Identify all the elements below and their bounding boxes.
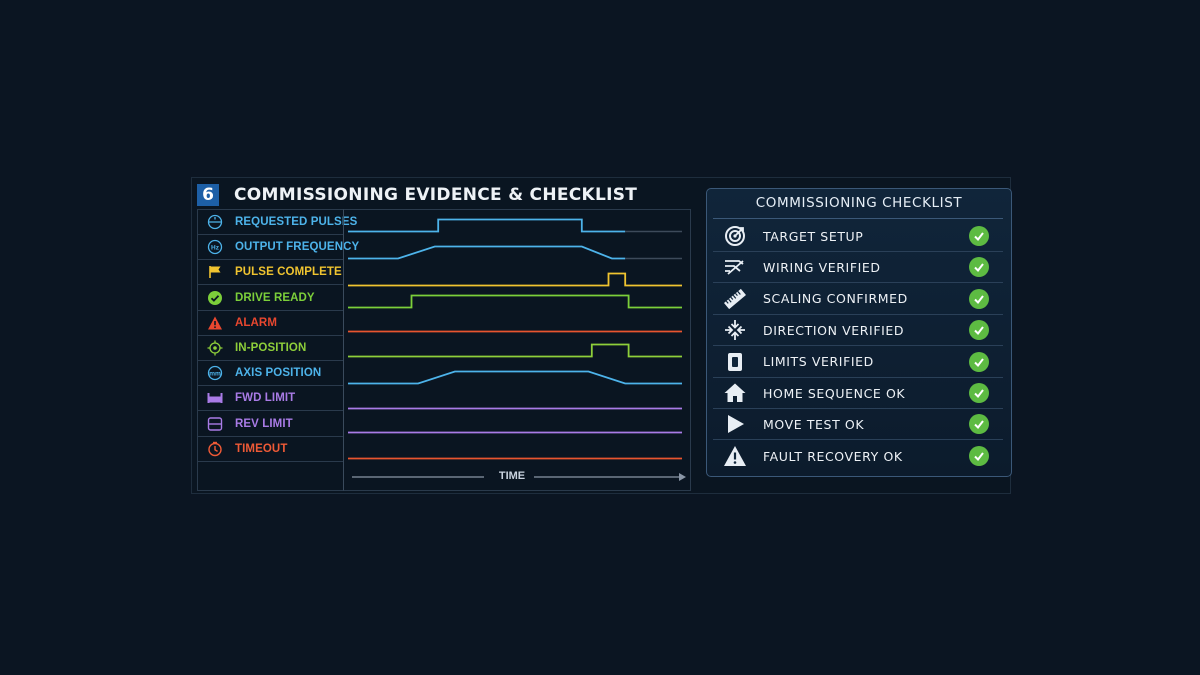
check-ok-icon [969, 257, 989, 278]
trace-axis-position [348, 370, 682, 385]
signal-label: IN-POSITION [235, 342, 307, 354]
flag-icon [207, 264, 223, 280]
checklist-title: COMMISSIONING CHECKLIST [755, 195, 963, 211]
check-ok-icon [969, 226, 989, 246]
signal-row-in-position: IN-POSITION [198, 336, 344, 361]
checklist-item-label: SCALING CONFIRMED [763, 291, 908, 307]
in-position-target-icon [207, 340, 223, 356]
trace-pulse-complete [348, 272, 682, 287]
signal-label: TIMEOUT [235, 442, 288, 455]
signal-label: OUTPUT FREQUENCY [235, 241, 360, 254]
signal-label: REQUESTED PULSES [235, 216, 358, 228]
check-ok-icon [969, 414, 989, 435]
checklist-item-label: HOME SEQUENCE OK [763, 385, 906, 401]
requested-pulses-icon [207, 214, 223, 230]
wiring-icon [723, 256, 747, 278]
limits-switch-icon [723, 351, 747, 373]
checklist-item-label: FAULT RECOVERY OK [763, 448, 903, 464]
signal-label: AXIS POSITION [235, 367, 322, 380]
trace-drive-ready [348, 294, 682, 309]
signal-label: REV LIMIT [235, 417, 293, 430]
svg-text:Hz: Hz [211, 245, 220, 252]
waveform-plot [348, 218, 686, 481]
alarm-warning-icon [207, 315, 223, 331]
step-number-badge: 6 [197, 184, 219, 206]
check-ok-icon [969, 446, 989, 467]
check-ok-icon [969, 351, 989, 372]
checklist-item-limits-verified: LIMITS VERIFIED [713, 347, 1003, 378]
play-icon [723, 413, 747, 435]
drive-ready-check-icon [207, 290, 223, 306]
target-icon [723, 225, 747, 247]
signal-row-requested-pulses: REQUESTED PULSES [198, 210, 357, 235]
signal-row-timeout: TIMEOUT [198, 437, 344, 462]
ruler-icon [723, 288, 747, 310]
timeout-clock-icon [207, 441, 223, 457]
checklist-item-direction-verified: DIRECTION VERIFIED [713, 315, 1003, 347]
signal-row-drive-ready: DRIVE READY [198, 286, 344, 311]
rev-limit-icon [207, 416, 223, 432]
signal-row-pulse-complete: PULSE COMPLETE [198, 260, 344, 286]
trace-in-position [348, 343, 682, 358]
checklist-item-label: TARGET SETUP [763, 228, 864, 244]
warning-icon [723, 445, 747, 467]
signal-row-fwd-limit: FWD LIMIT [198, 386, 344, 412]
fwd-limit-icon [207, 390, 223, 406]
checklist-item-target-setup: TARGET SETUP [713, 221, 1003, 252]
checklist-item-label: WIRING VERIFIED [763, 259, 881, 275]
signal-row-rev-limit: REV LIMIT [198, 412, 344, 437]
checklist-item-label: LIMITS VERIFIED [763, 354, 874, 370]
svg-text:mm: mm [209, 371, 221, 378]
checklist-item-wiring-verified: WIRING VERIFIED [713, 252, 1003, 284]
check-ok-icon [969, 288, 989, 309]
timing-diagram: TIME [343, 209, 691, 491]
checklist-item-move-test-ok: MOVE TEST OK [713, 409, 1003, 441]
signal-label: ALARM [235, 316, 278, 329]
trace-output-frequency [348, 245, 626, 260]
signal-row-output-frequency: Hz OUTPUT FREQUENCY [198, 235, 359, 261]
checklist-item-label: MOVE TEST OK [763, 416, 865, 432]
signal-label: FWD LIMIT [235, 392, 296, 405]
time-axis-arrowhead [679, 473, 686, 481]
check-ok-icon [969, 320, 989, 341]
panel-title: COMMISSIONING EVIDENCE & CHECKLIST [234, 185, 638, 205]
signal-label: DRIVE READY [235, 291, 315, 304]
check-ok-icon [969, 383, 989, 403]
direction-arrows-icon [723, 319, 747, 341]
checklist-item-home-sequence-ok: HOME SEQUENCE OK [713, 378, 1003, 409]
time-axis-label: TIME [498, 470, 526, 482]
signal-row-axis-position: mm AXIS POSITION [198, 361, 344, 387]
checklist-item-scaling-confirmed: SCALING CONFIRMED [713, 284, 1003, 315]
signal-label-list: REQUESTED PULSES Hz OUTPUT FREQUENCY PULSE … [197, 209, 359, 491]
home-icon [723, 382, 747, 404]
signal-label: PULSE COMPLETE [235, 266, 342, 279]
output-frequency-icon: Hz [207, 239, 223, 255]
trace-requested-pulses [348, 218, 626, 233]
axis-position-icon: mm [207, 365, 223, 381]
checklist-divider [713, 218, 1003, 219]
signal-row-alarm: ALARM [198, 311, 344, 336]
commissioning-panel: 6 COMMISSIONING EVIDENCE & CHECKLIST REQ… [191, 177, 1012, 494]
checklist-item-fault-recovery-ok: FAULT RECOVERY OK [713, 441, 1003, 472]
commissioning-checklist: COMMISSIONING CHECKLIST TARGET SETUP WIRI… [706, 188, 1012, 477]
checklist-item-label: DIRECTION VERIFIED [763, 322, 905, 338]
